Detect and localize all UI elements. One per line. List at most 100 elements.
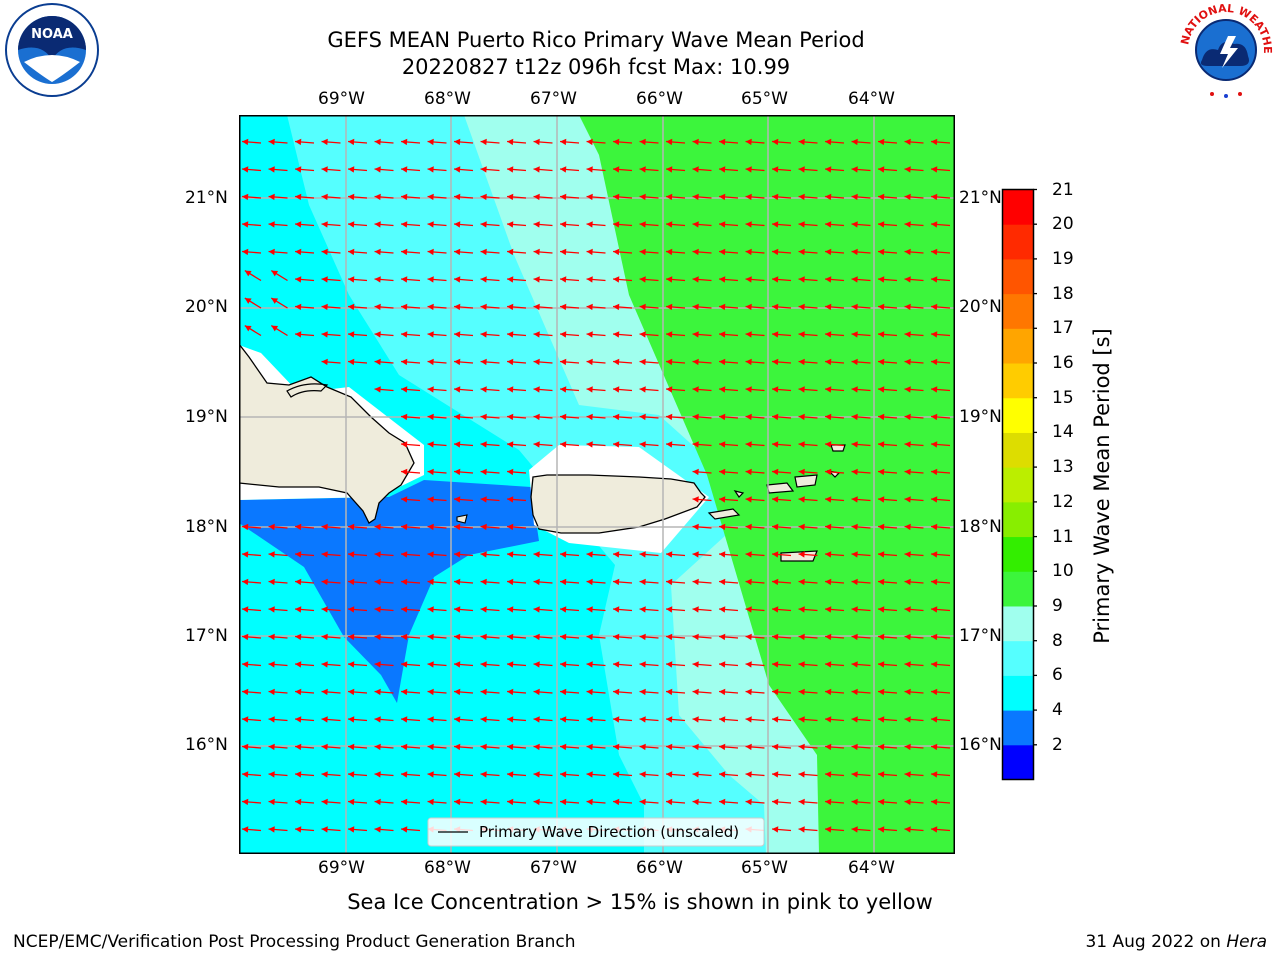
wave-arrow-head — [454, 496, 461, 503]
wave-arrow-head — [480, 193, 487, 201]
wave-arrow-head — [931, 496, 938, 503]
wave-arrow-head — [878, 413, 885, 421]
wave-arrow-head — [692, 221, 699, 228]
wave-arrow-head — [666, 166, 673, 173]
wave-arrow-head — [533, 441, 540, 448]
wave-arrow-head — [878, 248, 885, 256]
wave-arrow-head — [904, 468, 911, 476]
wave-arrow-head — [613, 166, 620, 173]
wave-arrow-head — [825, 826, 832, 833]
wave-arrow-head — [851, 468, 858, 476]
wave-arrow-head — [348, 276, 355, 283]
wave-arrow-head — [798, 358, 805, 366]
wave-arrow-head — [242, 743, 249, 751]
wave-arrow-head — [719, 716, 726, 723]
wave-arrow-head — [719, 688, 726, 696]
wave-arrow-head — [692, 441, 699, 448]
wave-arrow-head — [268, 166, 275, 173]
wave-arrow-head — [825, 771, 832, 778]
wave-arrow-head — [772, 523, 779, 531]
wave-arrow-head — [401, 826, 408, 833]
map-legend: Primary Wave Direction (unscaled) — [427, 817, 765, 847]
wave-arrow-head — [427, 688, 434, 696]
wave-arrow-head — [295, 716, 302, 723]
wave-arrow-head — [586, 413, 593, 421]
wave-arrow-head — [719, 633, 726, 641]
wave-arrow-head — [798, 276, 805, 283]
wave-arrow-head — [480, 551, 487, 558]
wave-arrow-head — [374, 798, 381, 806]
lat-tick-left: 16°N — [185, 735, 228, 755]
wave-arrow-head — [639, 413, 646, 421]
wave-arrow-head — [242, 221, 249, 228]
wave-arrow-head — [321, 551, 328, 558]
wave-arrow-head — [825, 413, 832, 421]
wave-arrow-head — [904, 248, 911, 256]
wave-arrow-head — [295, 166, 302, 173]
wave-arrow-head — [586, 771, 593, 778]
wave-arrow-head — [931, 331, 938, 338]
wave-arrow-head — [851, 578, 858, 586]
wave-arrow-head — [401, 578, 408, 586]
wave-arrow-head — [586, 331, 593, 338]
wave-arrow-head — [745, 441, 752, 448]
wave-arrow-head — [666, 743, 673, 751]
wave-arrow-head — [427, 193, 434, 201]
wave-arrow-head — [454, 688, 461, 696]
wave-arrow-head — [427, 358, 434, 366]
wave-arrow-head — [745, 468, 752, 476]
wave-arrow-head — [931, 303, 938, 311]
wave-arrow-head — [772, 441, 779, 448]
wave-arrow-head — [745, 193, 752, 201]
wave-arrow-head — [321, 248, 328, 256]
colorbar-tick-label: 19 — [1052, 248, 1074, 269]
colorbar-tick-label: 8 — [1052, 630, 1063, 651]
lon-tick-top: 69°W — [318, 89, 365, 109]
lat-tick-right: 19°N — [959, 407, 1002, 427]
wave-arrow-head — [348, 743, 355, 751]
wave-arrow-head — [639, 551, 646, 558]
wave-arrow-head — [321, 303, 328, 311]
wave-arrow-head — [586, 606, 593, 613]
wave-arrow-head — [586, 551, 593, 558]
wave-arrow-head — [613, 138, 620, 146]
wave-arrow-head — [586, 303, 593, 311]
wave-arrow-head — [692, 358, 699, 366]
wave-arrow-head — [401, 716, 408, 723]
wave-arrow-head — [639, 358, 646, 366]
wave-arrow-head — [904, 496, 911, 503]
wave-arrow-head — [931, 771, 938, 778]
wave-arrow-head — [851, 193, 858, 201]
wave-arrow-head — [692, 523, 699, 531]
wave-arrow-head — [772, 771, 779, 778]
wave-arrow-head — [931, 551, 938, 558]
wave-arrow-head — [613, 358, 620, 366]
wave-arrow-head — [295, 688, 302, 696]
wave-arrow-head — [454, 331, 461, 338]
wave-arrow-head — [613, 798, 620, 806]
wave-arrow-head — [851, 221, 858, 228]
wave-arrow-head — [931, 798, 938, 806]
wave-arrow-head — [692, 468, 699, 476]
island-outline — [456, 514, 468, 524]
wave-arrow-head — [745, 551, 752, 558]
colorbar-tick-label: 20 — [1052, 214, 1074, 235]
wave-arrow-head — [427, 413, 434, 421]
lat-tick-left: 19°N — [185, 407, 228, 427]
wave-arrow-head — [851, 716, 858, 723]
wave-arrow-head — [374, 276, 381, 283]
wave-arrow-head — [507, 798, 514, 806]
lon-tick-bottom: 68°W — [424, 858, 471, 878]
wave-arrow-head — [348, 193, 355, 201]
wave-arrow-head — [825, 303, 832, 311]
wave-arrow-head — [798, 193, 805, 201]
wave-arrow-head — [321, 276, 328, 283]
wave-arrow-head — [851, 303, 858, 311]
wave-arrow-head — [639, 248, 646, 256]
wave-arrow-head — [772, 716, 779, 723]
wave-arrow-head — [374, 166, 381, 173]
wave-arrow-head — [745, 606, 752, 613]
wave-arrow-head — [931, 661, 938, 668]
wave-arrow-head — [454, 716, 461, 723]
wave-arrow-head — [507, 386, 514, 393]
